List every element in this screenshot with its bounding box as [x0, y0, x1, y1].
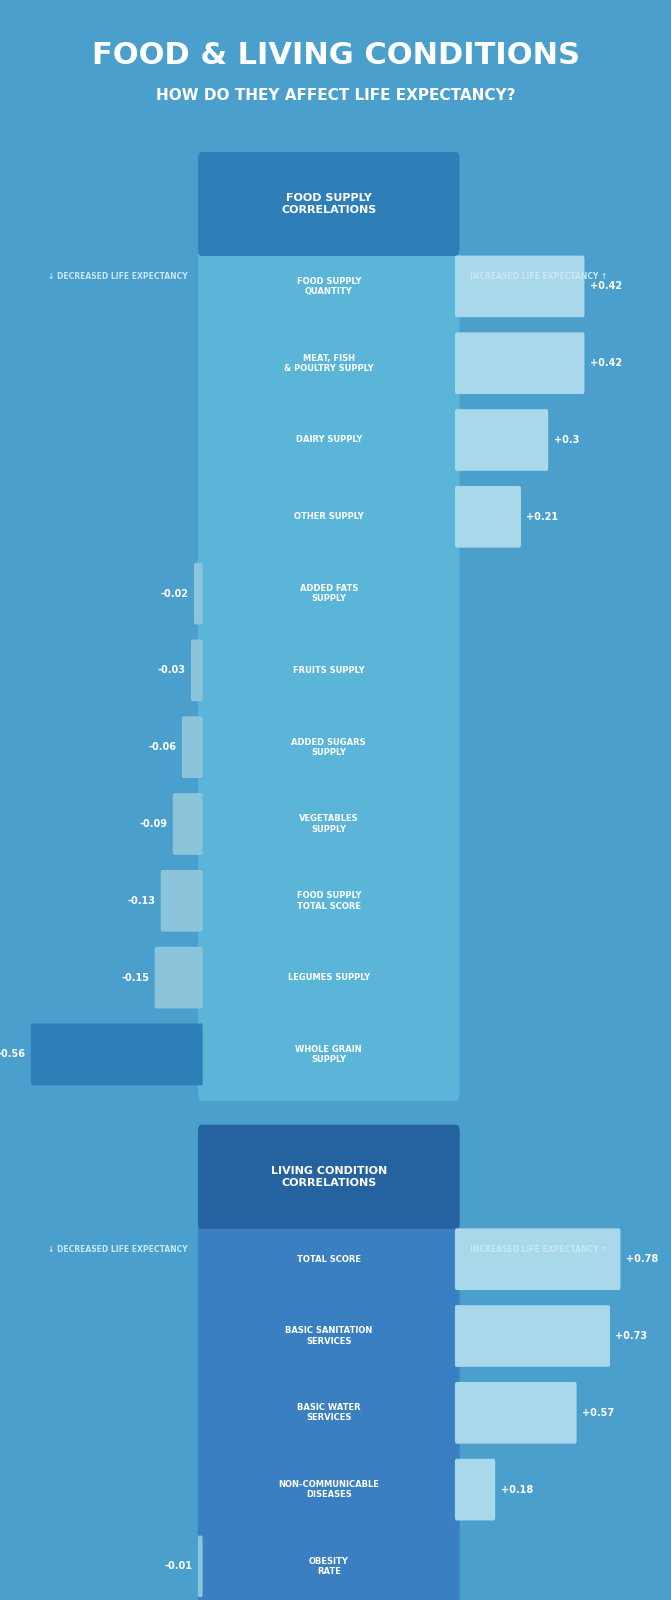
Text: +0.73: +0.73 — [615, 1331, 648, 1341]
Text: VEGETABLES
SUPPLY: VEGETABLES SUPPLY — [299, 814, 358, 834]
Text: WHOLE GRAIN
SUPPLY: WHOLE GRAIN SUPPLY — [295, 1045, 362, 1064]
FancyBboxPatch shape — [455, 486, 521, 547]
Text: +0.42: +0.42 — [590, 282, 622, 291]
FancyBboxPatch shape — [31, 1024, 203, 1085]
Text: -0.13: -0.13 — [127, 896, 156, 906]
Text: DAIRY SUPPLY: DAIRY SUPPLY — [296, 435, 362, 445]
FancyBboxPatch shape — [455, 333, 584, 394]
FancyBboxPatch shape — [194, 563, 203, 624]
FancyBboxPatch shape — [455, 1306, 610, 1366]
Text: -0.06: -0.06 — [148, 742, 176, 752]
Text: OTHER SUPPLY: OTHER SUPPLY — [294, 512, 364, 522]
FancyBboxPatch shape — [455, 410, 548, 470]
Text: ADDED SUGARS
SUPPLY: ADDED SUGARS SUPPLY — [291, 738, 366, 757]
FancyBboxPatch shape — [173, 794, 203, 854]
FancyBboxPatch shape — [182, 717, 203, 778]
FancyBboxPatch shape — [455, 1459, 495, 1520]
Text: FOOD SUPPLY
TOTAL SCORE: FOOD SUPPLY TOTAL SCORE — [297, 891, 361, 910]
FancyBboxPatch shape — [191, 640, 203, 701]
Text: ↓ DECREASED LIFE EXPECTANCY: ↓ DECREASED LIFE EXPECTANCY — [48, 1245, 188, 1254]
Text: LIVING CONDITION
CORRELATIONS: LIVING CONDITION CORRELATIONS — [270, 1166, 387, 1187]
Text: -0.03: -0.03 — [158, 666, 185, 675]
FancyBboxPatch shape — [154, 947, 203, 1008]
Text: ADDED FATS
SUPPLY: ADDED FATS SUPPLY — [300, 584, 358, 603]
Text: ↓ DECREASED LIFE EXPECTANCY: ↓ DECREASED LIFE EXPECTANCY — [48, 272, 188, 282]
Text: +0.18: +0.18 — [501, 1485, 533, 1494]
FancyBboxPatch shape — [198, 152, 460, 1101]
Text: NON-COMMUNICABLE
DISEASES: NON-COMMUNICABLE DISEASES — [278, 1480, 379, 1499]
Text: -0.01: -0.01 — [164, 1562, 193, 1571]
Text: FOOD & LIVING CONDITIONS: FOOD & LIVING CONDITIONS — [91, 42, 580, 70]
Text: FOOD SUPPLY
QUANTITY: FOOD SUPPLY QUANTITY — [297, 277, 361, 296]
Text: -0.56: -0.56 — [0, 1050, 25, 1059]
Text: MEAT, FISH
& POULTRY SUPPLY: MEAT, FISH & POULTRY SUPPLY — [284, 354, 374, 373]
Text: INCREASED LIFE EXPECTANCY ↑: INCREASED LIFE EXPECTANCY ↑ — [470, 272, 607, 282]
Text: +0.21: +0.21 — [527, 512, 558, 522]
Text: HOW DO THEY AFFECT LIFE EXPECTANCY?: HOW DO THEY AFFECT LIFE EXPECTANCY? — [156, 88, 515, 104]
FancyBboxPatch shape — [455, 1382, 576, 1443]
FancyBboxPatch shape — [198, 1125, 460, 1600]
Text: BASIC WATER
SERVICES: BASIC WATER SERVICES — [297, 1403, 360, 1422]
FancyBboxPatch shape — [161, 870, 203, 931]
Text: INCREASED LIFE EXPECTANCY ↑: INCREASED LIFE EXPECTANCY ↑ — [470, 1245, 607, 1254]
Text: +0.3: +0.3 — [554, 435, 579, 445]
Text: +0.42: +0.42 — [590, 358, 622, 368]
Text: +0.78: +0.78 — [626, 1254, 658, 1264]
Text: TOTAL SCORE: TOTAL SCORE — [297, 1254, 361, 1264]
Text: LEGUMES SUPPLY: LEGUMES SUPPLY — [288, 973, 370, 982]
Text: -0.02: -0.02 — [160, 589, 189, 598]
FancyBboxPatch shape — [455, 256, 584, 317]
Text: -0.09: -0.09 — [140, 819, 168, 829]
Text: FOOD SUPPLY
CORRELATIONS: FOOD SUPPLY CORRELATIONS — [281, 194, 376, 214]
Text: OBESITY
RATE: OBESITY RATE — [309, 1557, 349, 1576]
FancyBboxPatch shape — [198, 152, 460, 256]
Text: BASIC SANITATION
SERVICES: BASIC SANITATION SERVICES — [285, 1326, 372, 1346]
Text: -0.15: -0.15 — [121, 973, 149, 982]
Text: +0.57: +0.57 — [582, 1408, 614, 1418]
FancyBboxPatch shape — [455, 1229, 621, 1290]
FancyBboxPatch shape — [198, 1125, 460, 1229]
FancyBboxPatch shape — [198, 1536, 203, 1597]
Text: FRUITS SUPPLY: FRUITS SUPPLY — [293, 666, 364, 675]
